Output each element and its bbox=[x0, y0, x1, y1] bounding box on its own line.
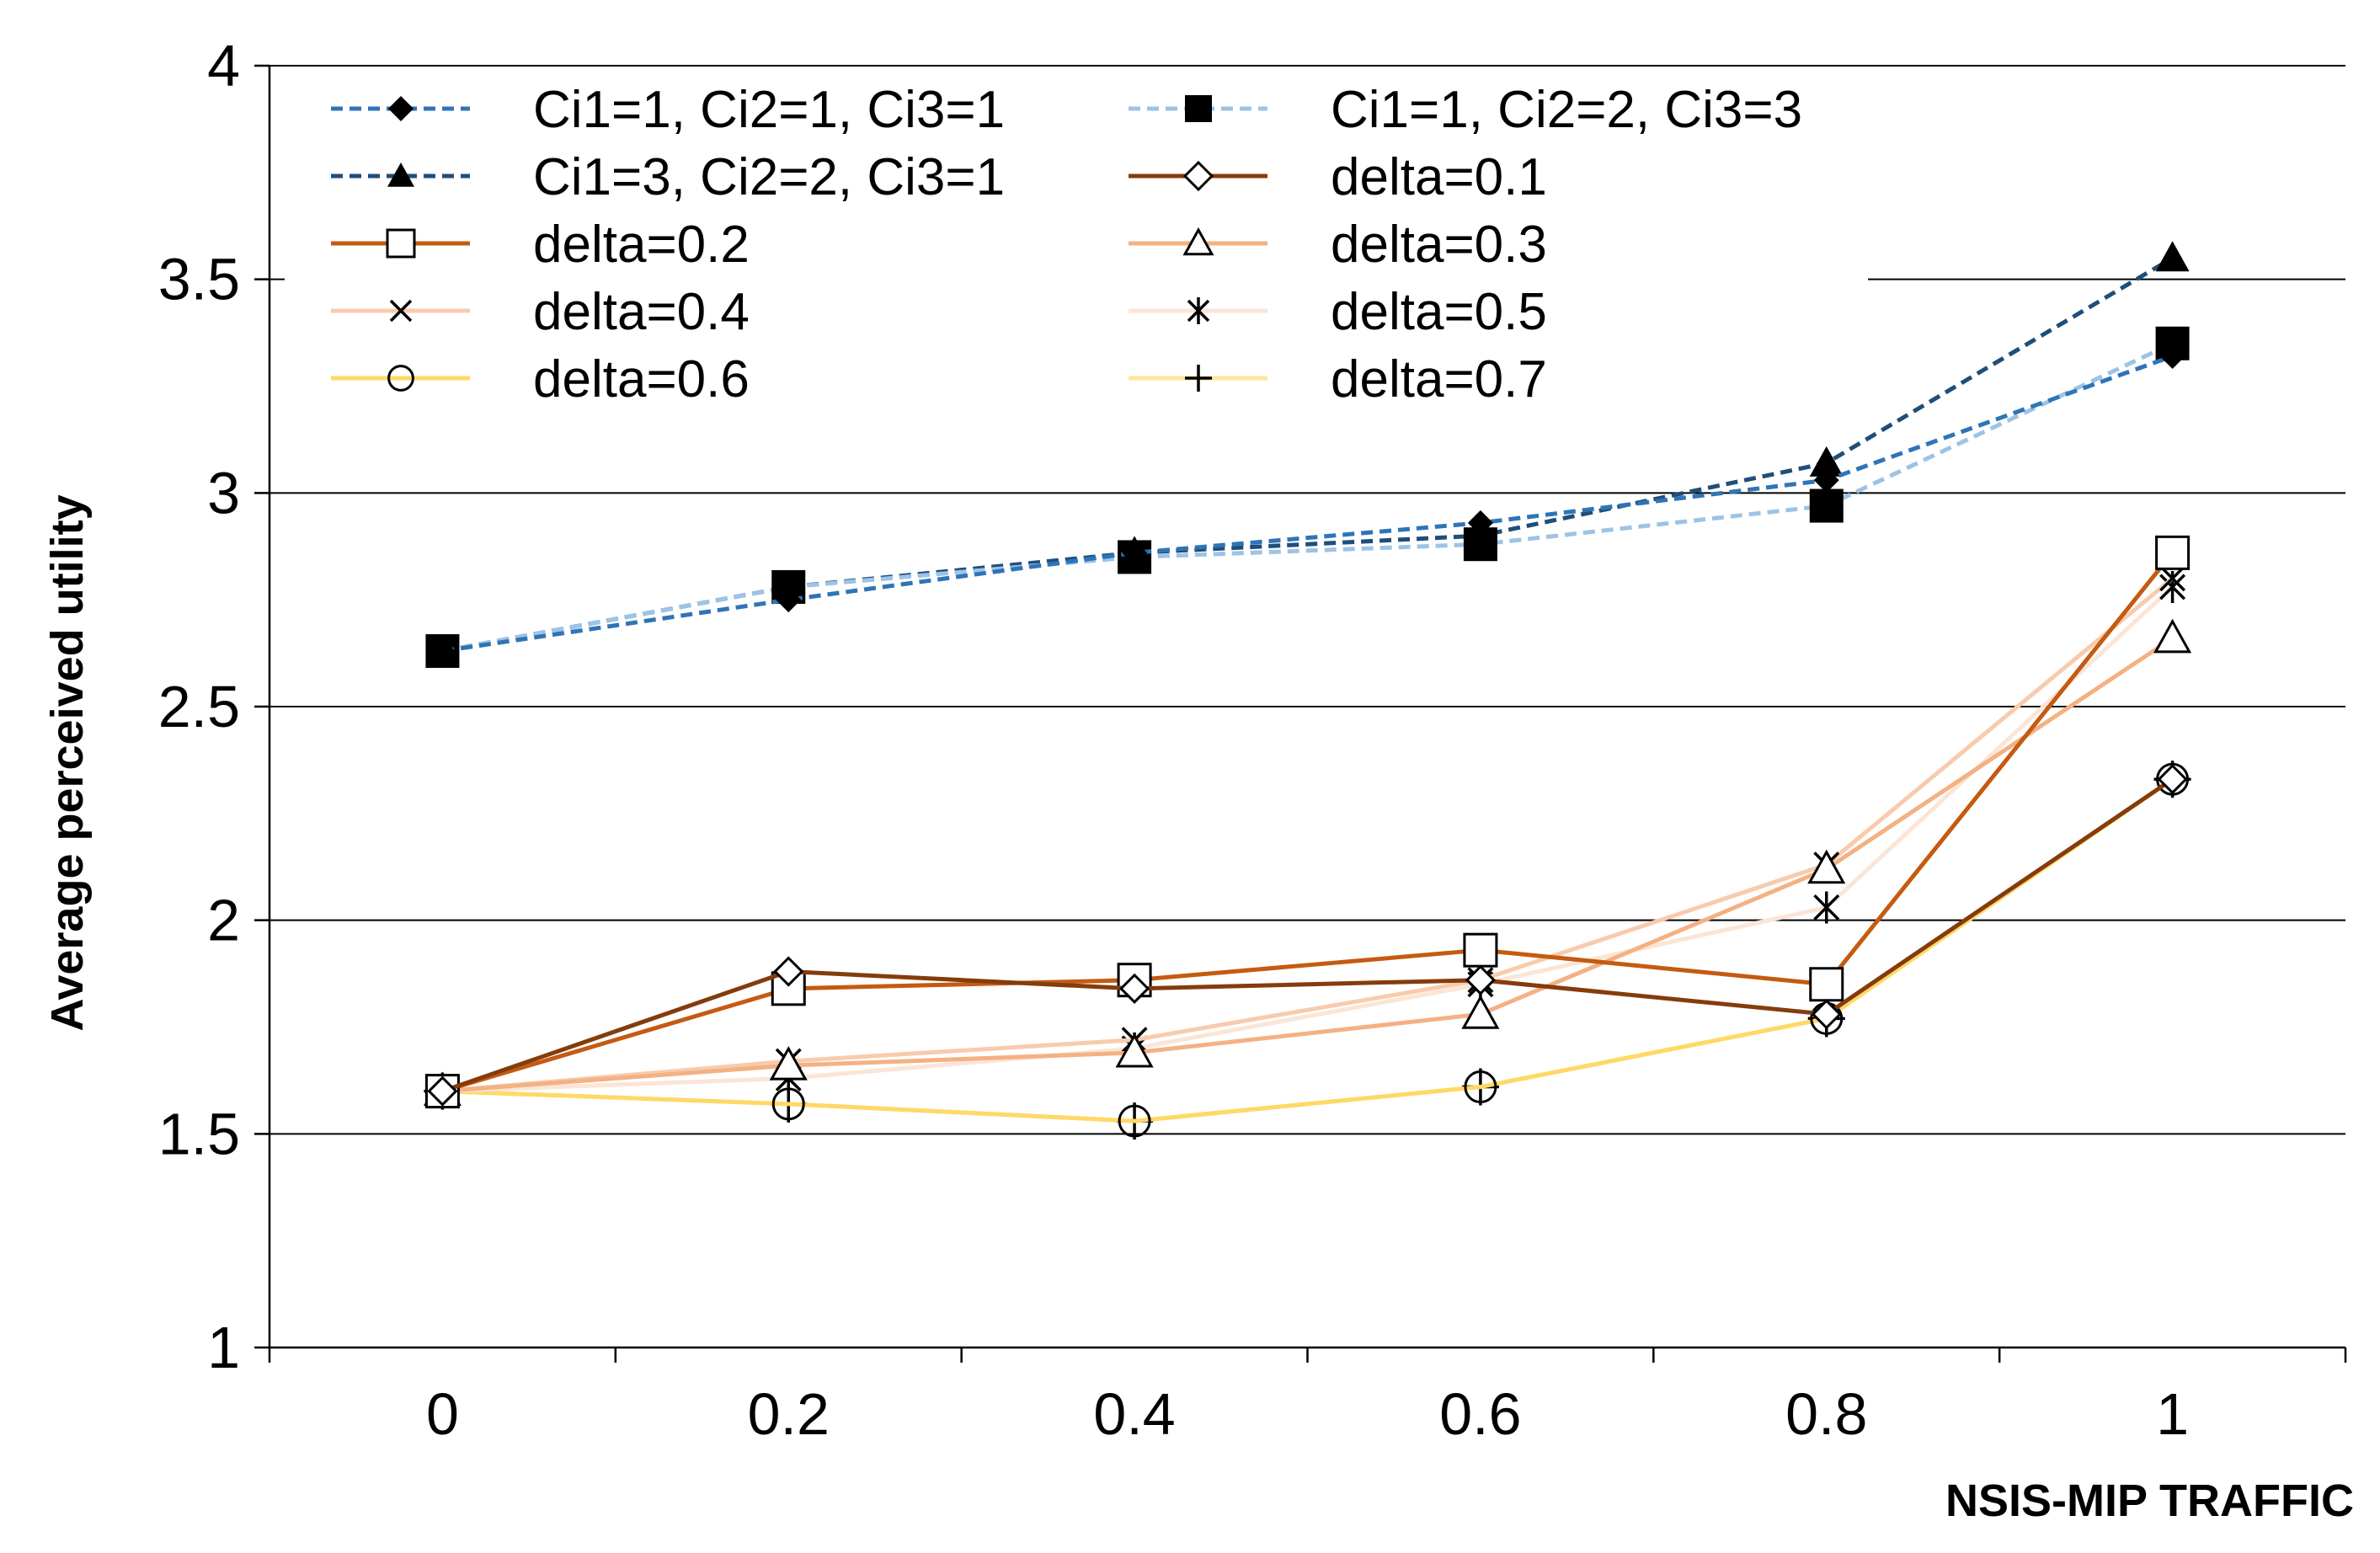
series-line bbox=[441, 551, 2175, 1093]
data-point bbox=[1813, 467, 1839, 494]
series-5 bbox=[424, 535, 2191, 1109]
legend-marker bbox=[387, 365, 414, 392]
x-tick-label: 1 bbox=[2156, 1381, 2189, 1447]
legend-item: Ci1=1, Ci2=1, Ci3=1 bbox=[331, 81, 1005, 139]
data-point bbox=[1461, 995, 1500, 1029]
y-tick-label: 4 bbox=[207, 33, 240, 99]
series-7 bbox=[429, 565, 2186, 1105]
legend-marker bbox=[1182, 227, 1214, 256]
legend-marker bbox=[1187, 297, 1210, 324]
data-point bbox=[773, 956, 804, 987]
y-tick-label: 1.5 bbox=[158, 1101, 240, 1166]
axes: 1 1.5 2 2.5 3 3.5 4 0 0.2 0.4 0.6 0.8 1 bbox=[158, 33, 2347, 1447]
legend-label: delta=0.2 bbox=[533, 216, 750, 274]
x-axis-title: NSIS-MIP TRAFFIC bbox=[1945, 1476, 2354, 1526]
data-point bbox=[2159, 343, 2185, 369]
series-line bbox=[441, 256, 2174, 654]
y-axis-title: Average perceived utility bbox=[42, 494, 93, 1031]
data-point bbox=[1809, 967, 1844, 1002]
series-line bbox=[442, 585, 2175, 1094]
data-point bbox=[2153, 618, 2192, 654]
legend-item: delta=0.2 bbox=[331, 216, 750, 274]
legend-label: delta=0.4 bbox=[533, 283, 750, 341]
data-point bbox=[2159, 565, 2186, 592]
y-tick-label: 1 bbox=[207, 1315, 240, 1380]
data-point bbox=[2159, 570, 2186, 603]
data-point bbox=[1465, 964, 1497, 995]
data-point bbox=[1811, 999, 1842, 1030]
data-point bbox=[1118, 973, 1150, 1004]
x-tick-label: 0.6 bbox=[1439, 1381, 1521, 1447]
legend-label: delta=0.6 bbox=[533, 350, 750, 408]
data-point bbox=[430, 638, 456, 664]
data-point bbox=[2155, 241, 2190, 272]
series-1 bbox=[430, 343, 2185, 664]
series-line bbox=[441, 777, 2174, 1093]
legend-label: delta=0.7 bbox=[1331, 350, 1547, 408]
legend-label: delta=0.5 bbox=[1331, 283, 1547, 341]
series-8 bbox=[429, 570, 2186, 1107]
legend-item: delta=0.1 bbox=[1129, 148, 1547, 206]
series-4 bbox=[427, 764, 2188, 1107]
legend-item: delta=0.5 bbox=[1129, 283, 1547, 341]
legend-label: delta=0.1 bbox=[1331, 148, 1547, 206]
data-point bbox=[1807, 849, 1846, 884]
data-point bbox=[1463, 932, 1498, 968]
y-tick-label: 3.5 bbox=[158, 247, 240, 312]
legend-item: delta=0.3 bbox=[1129, 216, 1547, 274]
data-point bbox=[1809, 488, 1844, 523]
series-lines bbox=[423, 241, 2192, 1140]
y-tick-label: 2.5 bbox=[158, 674, 240, 739]
data-point bbox=[2155, 535, 2191, 570]
legend-marker bbox=[387, 163, 414, 187]
legend-label: Ci1=1, Ci2=1, Ci3=1 bbox=[533, 81, 1005, 139]
data-point bbox=[776, 587, 802, 613]
legend-label: Ci1=3, Ci2=2, Ci3=1 bbox=[533, 148, 1005, 206]
legend-item: delta=0.6 bbox=[331, 350, 750, 408]
series-line bbox=[442, 576, 2175, 1094]
legend-background bbox=[285, 80, 1868, 421]
data-point bbox=[1464, 1070, 1497, 1104]
data-point bbox=[1813, 891, 1840, 924]
legend-label: Ci1=1, Ci2=2, Ci3=3 bbox=[1331, 81, 1802, 139]
y-tick-label: 3 bbox=[207, 460, 240, 526]
legend-item: delta=0.4 bbox=[331, 283, 750, 341]
legend-item: Ci1=3, Ci2=2, Ci3=1 bbox=[331, 148, 1005, 206]
series-6 bbox=[423, 618, 2192, 1107]
legend-marker bbox=[389, 299, 413, 323]
data-point bbox=[1467, 510, 1493, 536]
legend-marker bbox=[1185, 365, 1212, 392]
series-line bbox=[442, 636, 2174, 1094]
series-line bbox=[442, 777, 2175, 1123]
data-point bbox=[1115, 1033, 1154, 1068]
x-tick-label: 0.4 bbox=[1093, 1381, 1175, 1447]
x-tick-label: 0.2 bbox=[748, 1381, 830, 1447]
data-point bbox=[1809, 446, 1844, 477]
x-tick-label: 0.8 bbox=[1785, 1381, 1867, 1447]
data-point bbox=[769, 1046, 808, 1081]
data-point bbox=[1118, 1104, 1151, 1138]
y-tick-label: 2 bbox=[207, 888, 240, 953]
legend-marker bbox=[1182, 160, 1214, 192]
legend-item: Ci1=1, Ci2=2, Ci3=3 bbox=[1129, 81, 1802, 139]
legend-item: delta=0.7 bbox=[1129, 350, 1547, 408]
legend-marker bbox=[388, 96, 414, 121]
data-point bbox=[2157, 764, 2188, 795]
data-point bbox=[427, 1075, 458, 1107]
series-line bbox=[441, 341, 2174, 654]
x-tick-label: 0 bbox=[426, 1381, 459, 1447]
legend-marker bbox=[1185, 95, 1212, 122]
legend: Ci1=1, Ci2=1, Ci3=1 Ci1=1, Ci2=2, Ci3=3 Ci… bbox=[285, 80, 1868, 421]
legend-marker bbox=[386, 228, 416, 259]
series-line bbox=[442, 354, 2174, 654]
legend-label: delta=0.3 bbox=[1331, 216, 1547, 274]
data-point bbox=[1122, 540, 1148, 566]
